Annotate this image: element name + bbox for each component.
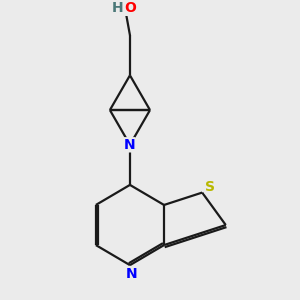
- Text: N: N: [123, 138, 135, 152]
- Text: S: S: [205, 180, 215, 194]
- Text: N: N: [126, 267, 138, 281]
- Text: O: O: [124, 1, 136, 15]
- Text: H: H: [111, 1, 123, 15]
